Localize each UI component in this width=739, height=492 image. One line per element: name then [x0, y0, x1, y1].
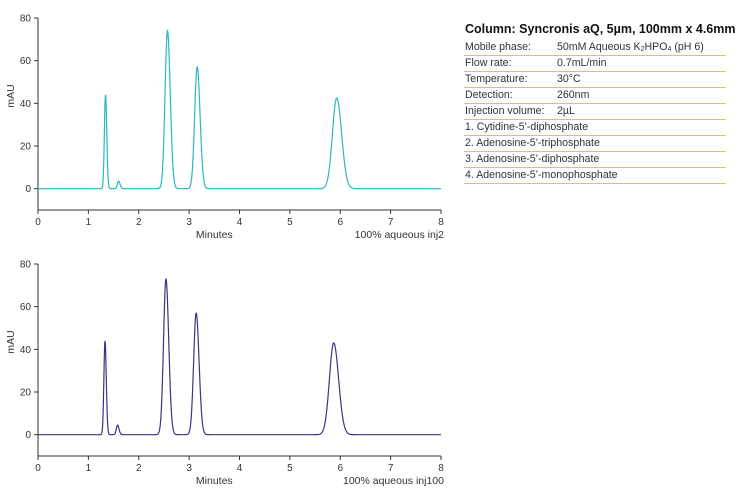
y-tick-label: 40 [20, 99, 32, 110]
y-axis-title: mAU [5, 84, 17, 107]
y-tick-label: 20 [20, 388, 32, 399]
x-tick-label: 7 [388, 217, 394, 228]
y-tick-label: 60 [20, 302, 32, 313]
x-tick-label: 8 [438, 463, 444, 474]
x-tick-label: 4 [237, 217, 243, 228]
condition-row-mobile-phase: Mobile phase: 50mM Aqueous K2HPO4 (pH 6) [464, 40, 726, 56]
condition-label: Temperature: [465, 73, 528, 85]
condition-label: Detection: [465, 89, 513, 101]
y-tick-label: 0 [25, 430, 31, 441]
x-tick-label: 6 [337, 463, 343, 474]
condition-label: Mobile phase: [465, 41, 531, 53]
chart-caption: 100% aqueous inj100 [343, 475, 444, 487]
condition-label: Injection volume: [465, 105, 545, 117]
chromatogram-chart-inj100: 0 20 40 60 80 0 1 2 3 4 5 6 7 8 mAU Minutes 100% aqueous… [5, 260, 444, 488]
y-axis-title: mAU [5, 330, 17, 353]
x-tick-label: 0 [35, 217, 41, 228]
x-axis-title: Minutes [196, 475, 233, 487]
column-title: Column: Syncronis aQ, 5µm, 100mm x 4.6mm [465, 22, 736, 36]
compound-item-2: 2. Adenosine-5’-triphosphate [464, 136, 726, 152]
condition-value: 50mM Aqueous K2HPO4 (pH 6) [557, 41, 704, 53]
x-tick-label: 6 [337, 217, 343, 228]
compound-item-4: 4. Adenosine-5’-monophosphate [464, 168, 726, 184]
x-tick-label: 7 [388, 463, 394, 474]
condition-value: 260nm [557, 89, 590, 101]
chromatogram-trace [38, 29, 441, 190]
chromatogram-chart-inj2: 0 20 40 60 80 0 1 2 3 4 5 6 7 8 mAU Minutes 100% aqueous… [5, 14, 444, 242]
x-tick-label: 4 [237, 463, 243, 474]
y-tick-label: 60 [20, 56, 32, 67]
chromatogram-trace [38, 278, 441, 436]
condition-label: Flow rate: [465, 57, 512, 69]
x-tick-label: 3 [186, 217, 192, 228]
condition-row-detection: Detection: 260nm [464, 88, 726, 104]
x-tick-label: 3 [186, 463, 192, 474]
x-tick-label: 8 [438, 217, 444, 228]
y-tick-label: 20 [20, 142, 32, 153]
condition-row-flow-rate: Flow rate: 0.7mL/min [464, 56, 726, 72]
compound-item-3: 3. Adenosine-5’-diphosphate [464, 152, 726, 168]
chart-caption: 100% aqueous inj2 [355, 229, 444, 241]
x-tick-label: 2 [136, 217, 142, 228]
method-info-panel: Column: Syncronis aQ, 5µm, 100mm x 4.6mm… [464, 22, 736, 184]
x-tick-label: 2 [136, 463, 142, 474]
x-tick-label: 5 [287, 463, 293, 474]
condition-value: 30°C [557, 73, 581, 85]
condition-value: 0.7mL/min [557, 57, 607, 69]
condition-row-temperature: Temperature: 30°C [464, 72, 726, 88]
x-axis-title: Minutes [196, 229, 233, 241]
y-tick-label: 80 [20, 260, 32, 271]
y-tick-label: 0 [25, 184, 31, 195]
x-tick-label: 1 [86, 217, 92, 228]
compound-item-1: 1. Cytidine-5’-diphosphate [464, 120, 726, 136]
x-tick-label: 1 [86, 463, 92, 474]
x-tick-label: 5 [287, 217, 293, 228]
condition-value: 2µL [557, 105, 575, 117]
y-tick-label: 80 [20, 14, 32, 25]
x-tick-label: 0 [35, 463, 41, 474]
condition-row-injection-volume: Injection volume: 2µL [464, 104, 726, 120]
y-tick-label: 40 [20, 345, 32, 356]
